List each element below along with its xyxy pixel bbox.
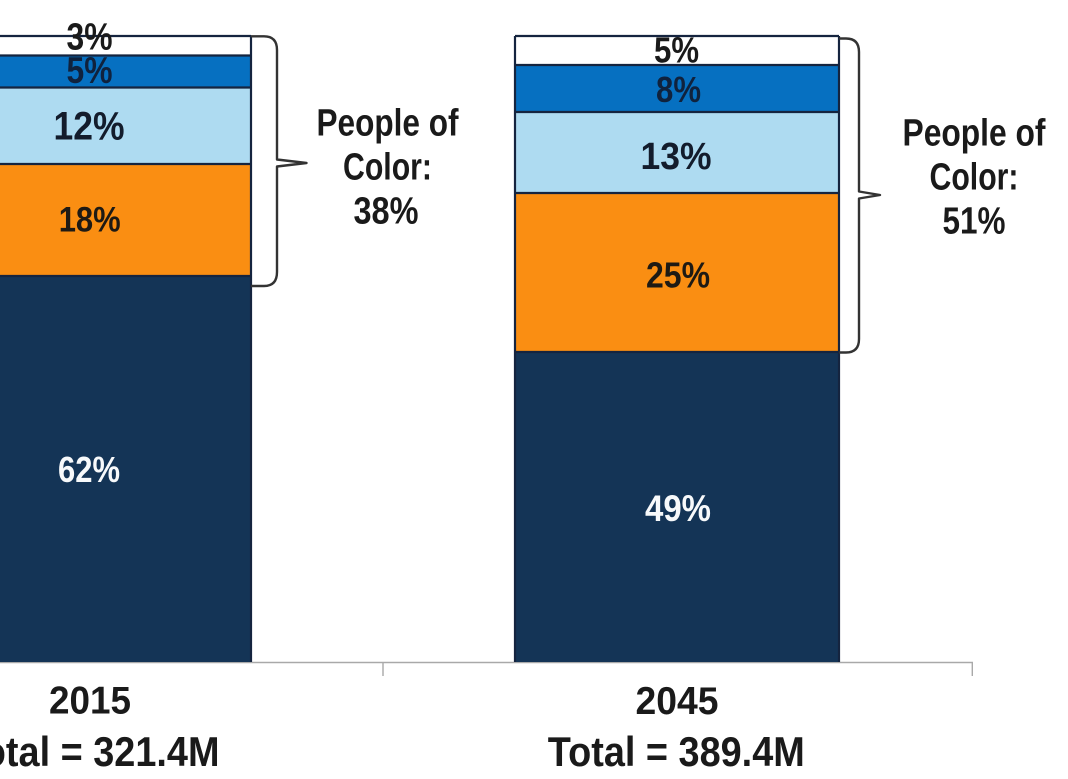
svg-text:51%: 51% [943,201,1006,243]
svg-text:2045: 2045 [636,680,719,723]
svg-text:5%: 5% [67,50,113,91]
svg-text:62%: 62% [58,449,120,490]
svg-text:Total = 389.4M: Total = 389.4M [548,728,805,775]
svg-text:Color:: Color: [343,147,432,189]
svg-text:Total = 321.4M: Total = 321.4M [0,728,220,775]
svg-text:5%: 5% [654,30,699,71]
svg-text:Color:: Color: [930,157,1019,199]
svg-text:25%: 25% [646,255,710,296]
svg-text:12%: 12% [54,105,125,149]
svg-text:2015: 2015 [49,680,131,723]
svg-text:18%: 18% [59,201,121,240]
svg-text:People of: People of [903,113,1046,155]
svg-text:3%: 3% [67,17,113,59]
svg-text:13%: 13% [641,136,712,178]
svg-text:38%: 38% [354,191,419,233]
svg-text:People of: People of [317,103,459,145]
svg-text:8%: 8% [656,69,701,110]
svg-text:49%: 49% [645,488,711,529]
